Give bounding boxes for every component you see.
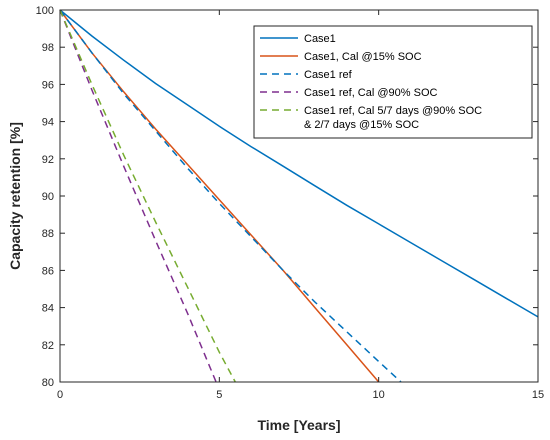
legend-label-4: Case1 ref, Cal @90% SOC bbox=[304, 87, 437, 99]
y-tick-label: 96 bbox=[42, 79, 54, 91]
x-tick-label: 10 bbox=[373, 389, 385, 401]
legend: Case1 Case1, Cal @15% SOC Case1 ref Case1 r… bbox=[253, 25, 533, 139]
y-tick-label: 90 bbox=[42, 191, 54, 203]
series-line-5 bbox=[59, 9, 236, 383]
x-tick-label: 5 bbox=[216, 389, 222, 401]
legend-label-1: Case1 bbox=[304, 33, 336, 45]
series-line-4 bbox=[59, 9, 217, 383]
series-line-1 bbox=[59, 9, 539, 318]
series-line-3 bbox=[59, 9, 402, 383]
y-tick-label: 92 bbox=[42, 154, 54, 166]
legend-label-3: Case1 ref bbox=[304, 69, 353, 81]
legend-label-5: & 2/7 days @15% SOC bbox=[304, 119, 419, 131]
y-tick-label: 88 bbox=[42, 228, 54, 240]
series-line-2 bbox=[59, 9, 380, 383]
y-tick-label: 82 bbox=[42, 340, 54, 352]
y-tick-label: 98 bbox=[42, 42, 54, 54]
series-layer bbox=[59, 9, 539, 383]
y-tick-label: 100 bbox=[36, 5, 54, 17]
axes-layer: 0 5 10 15 80 82 84 86 88 90 92 94 96 98 100 bbox=[36, 5, 544, 401]
x-axis-label: Time [Years] bbox=[257, 417, 340, 433]
y-tick-label: 84 bbox=[42, 303, 54, 315]
legend-box bbox=[253, 25, 533, 139]
y-tick-label: 94 bbox=[42, 117, 54, 129]
y-tick-label: 86 bbox=[42, 265, 54, 277]
x-tick-label: 0 bbox=[57, 389, 63, 401]
legend-label-2: Case1, Cal @15% SOC bbox=[304, 51, 422, 63]
legend-label-5: Case1 ref, Cal 5/7 days @90% SOC bbox=[304, 105, 482, 117]
x-tick-label: 15 bbox=[532, 389, 544, 401]
y-tick-label: 80 bbox=[42, 377, 54, 389]
y-axis-label: Capacity retention [%] bbox=[7, 122, 23, 270]
